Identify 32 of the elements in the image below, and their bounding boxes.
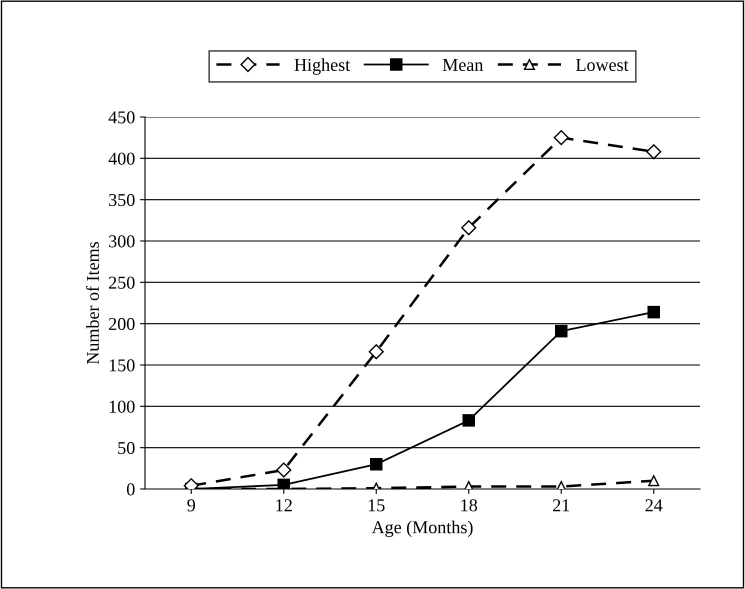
point: [646, 144, 662, 160]
x-tick-label: 12: [276, 499, 292, 512]
x-tick-label: 24: [646, 499, 662, 512]
y-tick-label: 150: [110, 359, 135, 372]
y-tick-label: 100: [110, 400, 135, 413]
y-tick-label: 200: [108, 318, 135, 330]
point: [368, 344, 384, 360]
point: [276, 462, 292, 478]
legend-label: Mean: [442, 58, 484, 71]
y-tick-label: 400: [108, 152, 135, 165]
x-axis-title: Age (Months): [372, 520, 473, 538]
point: [462, 414, 475, 427]
point: [555, 324, 568, 338]
x-tick-label: 18: [461, 499, 478, 512]
point: [554, 130, 569, 146]
y-tick-label: 0: [126, 483, 135, 496]
x-tick-label: 21: [553, 499, 570, 512]
x-tick-label: 15: [368, 499, 385, 512]
point: [648, 475, 660, 486]
y-axis-title: Number of Items: [86, 242, 99, 364]
point: [278, 478, 290, 489]
x-tick-label: 9: [187, 499, 196, 512]
point: [370, 458, 382, 470]
y-tick-label: 50: [118, 442, 135, 454]
y-tick-label: 300: [109, 235, 135, 248]
y-tick-label: 250: [108, 276, 135, 289]
legend-label: Highest: [294, 58, 350, 75]
y-tick-label: 450: [108, 111, 135, 124]
y-tick-label: 350: [109, 194, 135, 206]
legend-label: Lowest: [576, 58, 629, 71]
point: [648, 306, 660, 318]
point: [461, 220, 476, 236]
